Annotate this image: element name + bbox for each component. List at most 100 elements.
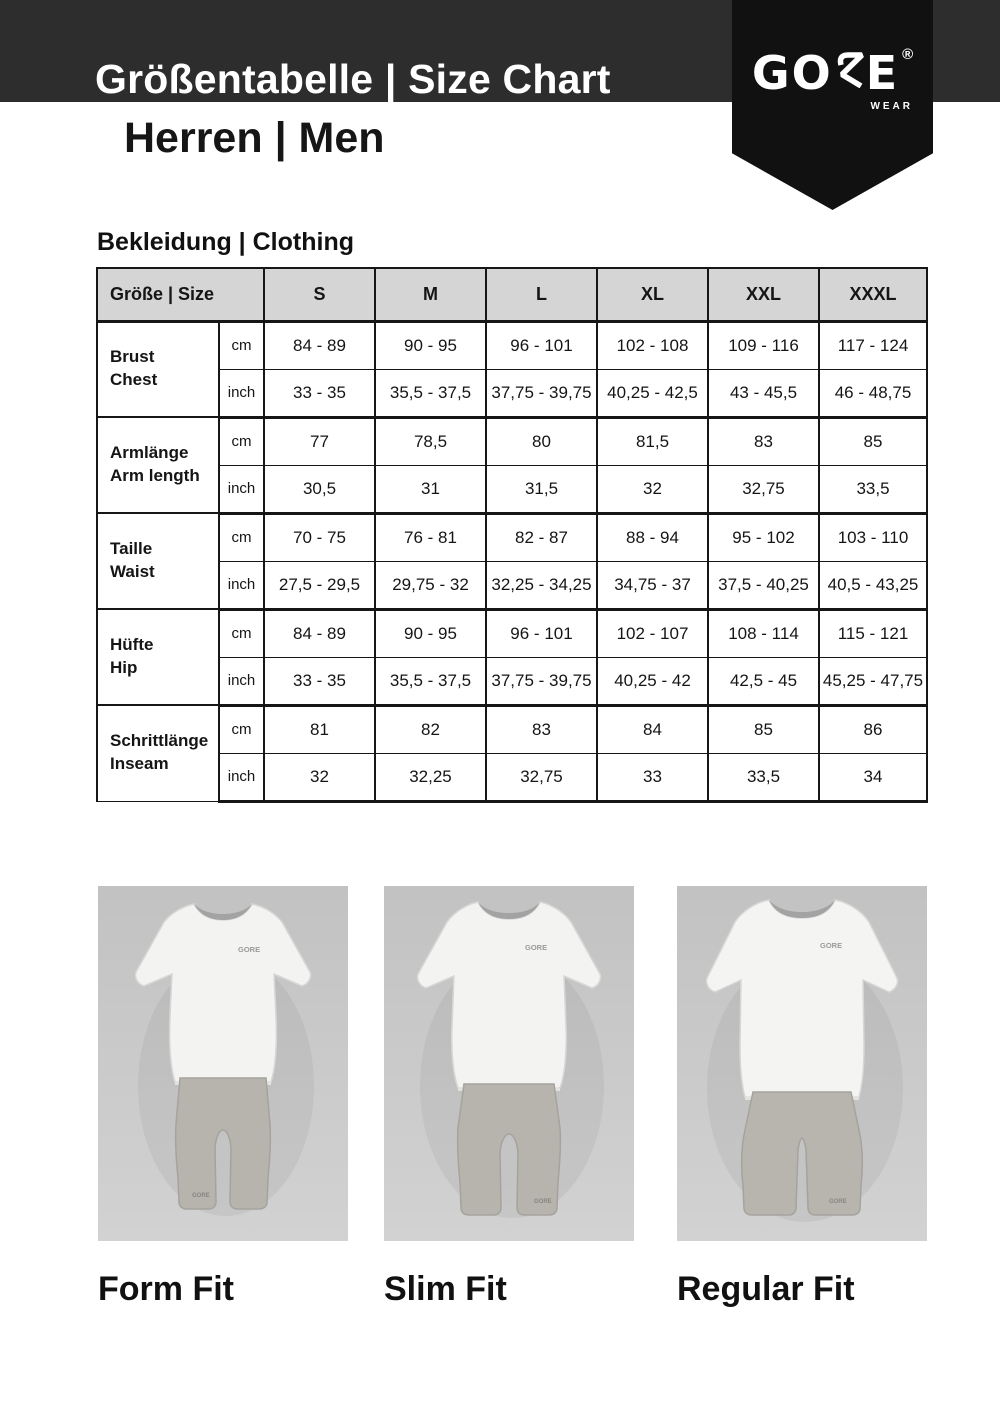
size-col-header-l: L	[485, 267, 598, 323]
value-cell: 33,5	[707, 752, 820, 803]
garment-logo-text: GORE	[829, 1199, 847, 1205]
value-cell: 33	[596, 752, 709, 803]
value-cell: 43 - 45,5	[707, 368, 820, 419]
unit-label: cm	[218, 512, 265, 562]
value-cell: 37,75 - 39,75	[485, 656, 598, 707]
value-cell: 103 - 110	[818, 512, 928, 562]
value-cell: 96 - 101	[485, 608, 598, 658]
value-cell: 34	[818, 752, 928, 803]
table-row: inch 33 - 35 35,5 - 37,5 37,75 - 39,75 4…	[97, 368, 928, 419]
table-row: inch 32 32,25 32,75 33 33,5 34	[97, 752, 928, 803]
value-cell: 85	[707, 704, 820, 754]
size-col-header-xl: XL	[596, 267, 709, 323]
table-row: inch 33 - 35 35,5 - 37,5 37,75 - 39,75 4…	[97, 656, 928, 707]
value-cell: 40,25 - 42	[596, 656, 709, 707]
value-cell: 76 - 81	[374, 512, 487, 562]
value-cell: 46 - 48,75	[818, 368, 928, 419]
value-cell: 102 - 108	[596, 320, 709, 370]
value-cell: 78,5	[374, 416, 487, 466]
value-cell: 37,5 - 40,25	[707, 560, 820, 611]
value-cell: 84	[596, 704, 709, 754]
value-cell: 83	[707, 416, 820, 466]
size-col-header-xxxl: XXXL	[818, 267, 928, 323]
table-row: Hüfte Hip cm 84 - 89 90 - 95 96 - 101 10…	[96, 608, 928, 706]
value-cell: 27,5 - 29,5	[263, 560, 376, 611]
fit-photo-form: GORE GORE	[98, 886, 348, 1241]
fit-photo-regular: GORE GORE	[677, 886, 927, 1241]
value-cell: 102 - 107	[596, 608, 709, 658]
value-cell: 40,25 - 42,5	[596, 368, 709, 419]
table-row: Schrittlänge Inseam cm 81 82 83 84 85 86	[96, 704, 928, 802]
gore-logo: GO E ® WEAR	[732, 46, 933, 112]
value-cell: 32	[263, 752, 376, 803]
value-cell: 33 - 35	[263, 368, 376, 419]
form-fit-garments-image: GORE GORE	[134, 903, 314, 1216]
table-row: Brust Chest cm 84 - 89 90 - 95 96 - 101 …	[96, 320, 928, 418]
unit-label: cm	[218, 704, 265, 754]
garment-logo-text: GORE	[525, 943, 547, 952]
table-row: inch 27,5 - 29,5 29,75 - 32 32,25 - 34,2…	[97, 560, 928, 611]
unit-label: inch	[218, 752, 265, 803]
value-cell: 86	[818, 704, 928, 754]
size-col-header-m: M	[374, 267, 487, 323]
value-cell: 30,5	[263, 464, 376, 515]
garment-logo-text: GORE	[192, 1193, 210, 1199]
garment-logo-text: GORE	[238, 945, 260, 954]
garment-logo-text: GORE	[534, 1199, 552, 1205]
value-cell: 96 - 101	[485, 320, 598, 370]
row-label-chest: Brust Chest	[96, 320, 220, 418]
value-cell: 34,75 - 37	[596, 560, 709, 611]
table-row: Armlänge Arm length cm 77 78,5 80 81,5 8…	[96, 416, 928, 514]
value-cell: 83	[485, 704, 598, 754]
value-cell: 77	[263, 416, 376, 466]
size-col-header-xxl: XXL	[707, 267, 820, 323]
value-cell: 81,5	[596, 416, 709, 466]
value-cell: 84 - 89	[263, 320, 376, 370]
value-cell: 35,5 - 37,5	[374, 368, 487, 419]
value-cell: 37,75 - 39,75	[485, 368, 598, 419]
value-cell: 45,25 - 47,75	[818, 656, 928, 707]
page-title: Größentabelle | Size Chart	[95, 56, 611, 102]
table-row: Taille Waist cm 70 - 75 76 - 81 82 - 87 …	[96, 512, 928, 610]
value-cell: 35,5 - 37,5	[374, 656, 487, 707]
table-header-row: Größe | Size S M L XL XXL XXXL	[96, 267, 928, 323]
section-heading: Bekleidung | Clothing	[97, 228, 354, 256]
row-label-hip: Hüfte Hip	[96, 608, 220, 706]
corner-label: Größe | Size	[96, 267, 265, 323]
value-cell: 115 - 121	[818, 608, 928, 658]
page-subtitle: Herren | Men	[124, 114, 385, 162]
value-cell: 32,25 - 34,25	[485, 560, 598, 611]
value-cell: 81	[263, 704, 376, 754]
fit-photo-slim: GORE GORE	[384, 886, 634, 1241]
value-cell: 29,75 - 32	[374, 560, 487, 611]
row-label-waist: Taille Waist	[96, 512, 220, 610]
unit-label: cm	[218, 320, 265, 370]
value-cell: 109 - 116	[707, 320, 820, 370]
value-cell: 40,5 - 43,25	[818, 560, 928, 611]
value-cell: 32,75	[707, 464, 820, 515]
value-cell: 32,25	[374, 752, 487, 803]
table-row: inch 30,5 31 31,5 32 32,75 33,5	[97, 464, 928, 515]
logo-letters-go: GO	[751, 46, 833, 100]
gore-stylized-r-icon	[837, 52, 864, 88]
size-col-header-s: S	[263, 267, 376, 323]
value-cell: 95 - 102	[707, 512, 820, 562]
value-cell: 31,5	[485, 464, 598, 515]
unit-label: inch	[218, 368, 265, 419]
value-cell: 108 - 114	[707, 608, 820, 658]
value-cell: 88 - 94	[596, 512, 709, 562]
garment-logo-text: GORE	[820, 941, 842, 950]
brand-wear-label: WEAR	[870, 101, 913, 112]
size-table: Größe | Size S M L XL XXL XXXL Brust Che…	[96, 267, 928, 803]
fit-label-regular: Regular Fit	[677, 1270, 855, 1308]
slim-fit-garments-image: GORE GORE	[416, 901, 604, 1218]
unit-label: inch	[218, 464, 265, 515]
unit-label: inch	[218, 656, 265, 707]
value-cell: 84 - 89	[263, 608, 376, 658]
brand-banner: GO E ® WEAR	[732, 0, 933, 210]
logo-letter-e: E	[865, 46, 900, 100]
value-cell: 85	[818, 416, 928, 466]
unit-label: inch	[218, 560, 265, 611]
value-cell: 90 - 95	[374, 320, 487, 370]
value-cell: 82	[374, 704, 487, 754]
